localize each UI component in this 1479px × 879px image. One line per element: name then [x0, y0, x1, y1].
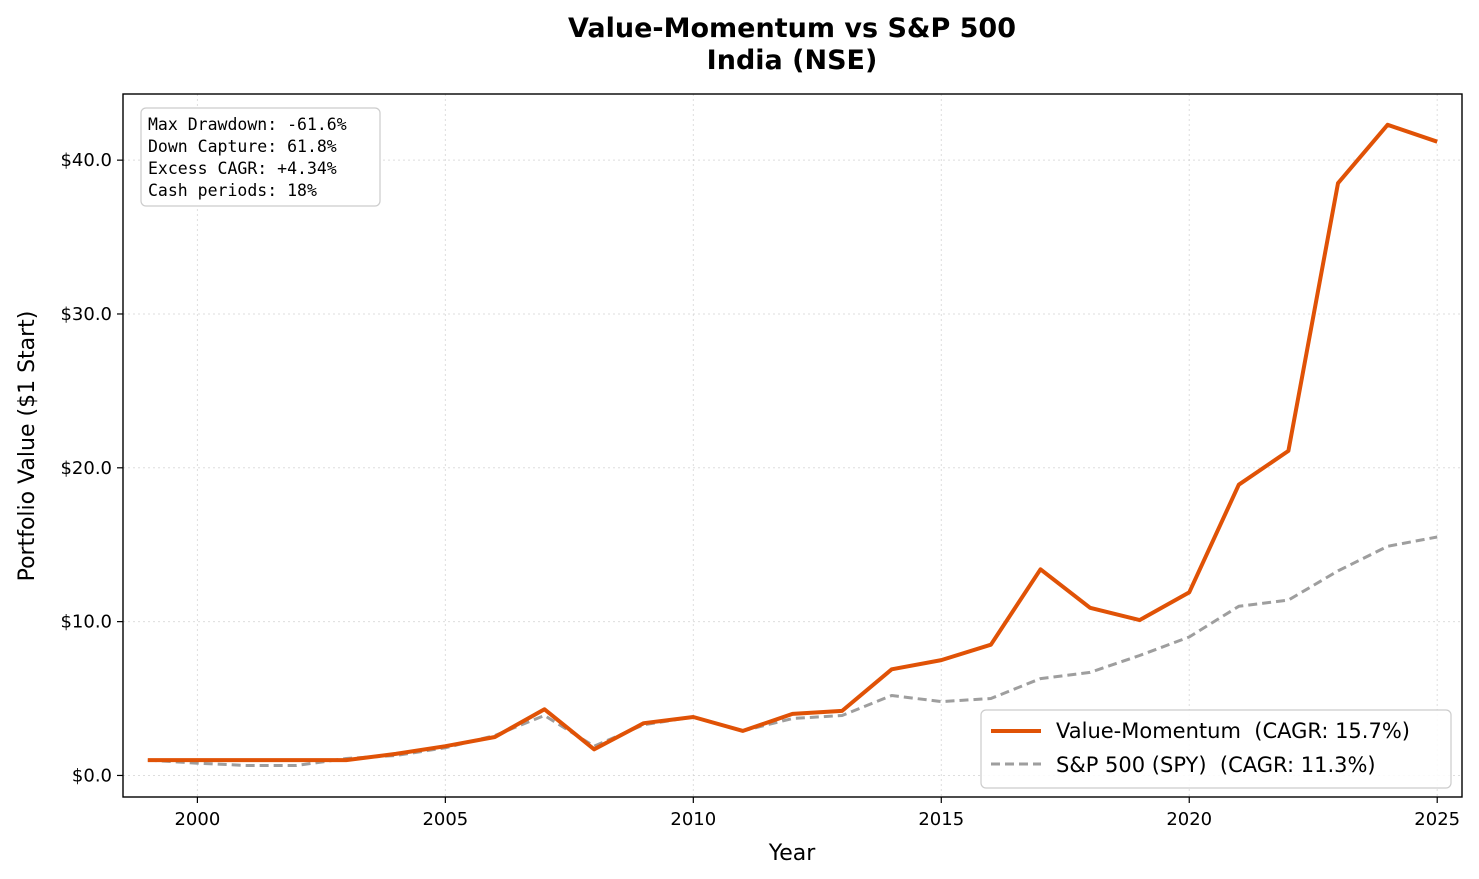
stats-box: Max Drawdown: -61.6% Down Capture: 61.8%…	[140, 107, 381, 207]
legend-frame	[980, 709, 1452, 789]
stats-line-max-drawdown: Max Drawdown: -61.6%	[148, 115, 347, 134]
y-tick-label: $40.0	[60, 150, 112, 171]
stats-box-frame	[140, 107, 381, 207]
plot-frame	[122, 93, 1463, 798]
legend-label-sp500: S&P 500 (SPY) (CAGR: 11.3%)	[1056, 753, 1376, 777]
chart-subtitle: India (NSE)	[707, 45, 878, 76]
x-tick-label: 2005	[422, 809, 468, 830]
x-axis-label: Year	[768, 841, 817, 866]
y-tick-label: $20.0	[60, 458, 112, 479]
series-line-value-momentum	[147, 122, 1438, 763]
x-tick-label: 2025	[1414, 809, 1460, 830]
x-tick-label: 2020	[1166, 809, 1212, 830]
stats-line-cash-periods: Cash periods: 18%	[148, 181, 317, 200]
legend-label-value-momentum: Value-Momentum (CAGR: 15.7%)	[1056, 719, 1410, 743]
chart-title: Value-Momentum vs S&P 500	[568, 13, 1016, 44]
y-axis-label: Portfolio Value ($1 Start)	[15, 311, 40, 582]
series-layer	[147, 122, 1438, 767]
y-tick-label: $10.0	[60, 612, 112, 633]
x-tick-label: 2010	[670, 809, 716, 830]
stats-line-down-capture: Down Capture: 61.8%	[148, 137, 337, 156]
x-tick-label: 2000	[174, 809, 220, 830]
legend: Value-Momentum (CAGR: 15.7%) S&P 500 (SP…	[980, 709, 1452, 789]
y-tick-label: $0.0	[72, 765, 112, 786]
ticks: 2000 2005 2010 2015 2020 2025 $0.0 $10.0 $20.0 $3…	[60, 150, 1460, 830]
y-tick-label: $30.0	[60, 304, 112, 325]
stats-line-excess-cagr: Excess CAGR: +4.34%	[148, 159, 337, 178]
x-tick-label: 2015	[918, 809, 964, 830]
